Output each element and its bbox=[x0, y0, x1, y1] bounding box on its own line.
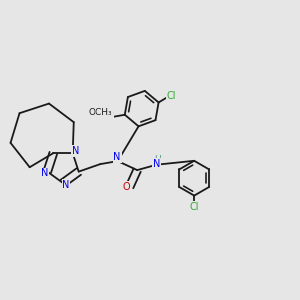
Text: OCH₃: OCH₃ bbox=[89, 109, 112, 118]
Text: N: N bbox=[62, 180, 70, 190]
Text: N: N bbox=[113, 152, 121, 162]
Text: H: H bbox=[154, 155, 161, 164]
Text: N: N bbox=[72, 146, 80, 156]
Text: O: O bbox=[106, 109, 114, 119]
Text: O: O bbox=[123, 182, 130, 192]
Text: Cl: Cl bbox=[167, 91, 176, 101]
Text: Cl: Cl bbox=[189, 202, 199, 212]
Text: N: N bbox=[153, 159, 160, 169]
Text: N: N bbox=[40, 168, 48, 178]
